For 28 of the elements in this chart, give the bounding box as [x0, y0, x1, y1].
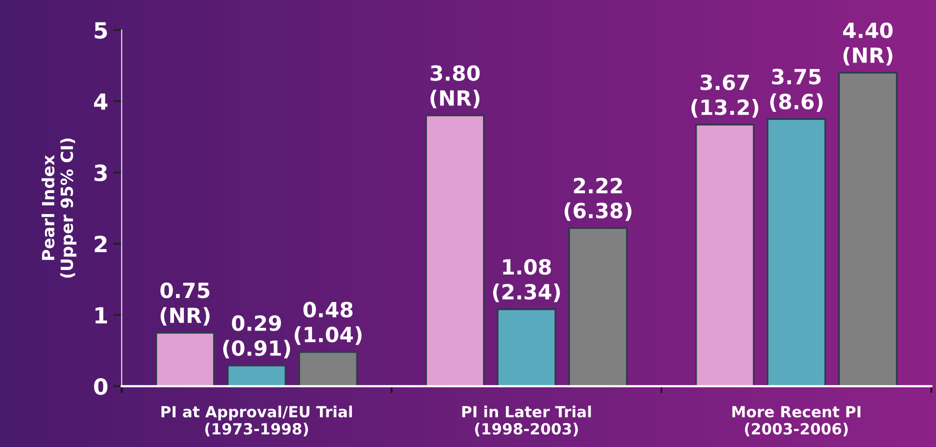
y-axis-title: Pearl Index (Upper 95% CI) [42, 138, 76, 278]
bar [568, 227, 628, 386]
y-tick-label: 2 [94, 236, 107, 252]
y-tick-label: 5 [94, 22, 107, 39]
data-label: 1.08 (2.34) [493, 258, 560, 302]
data-label: 3.80 (NR) [430, 65, 480, 108]
data-label: 4.40 (NR) [843, 22, 893, 66]
bar [496, 308, 556, 386]
data-label: 0.48 (1.04) [294, 302, 362, 345]
bar [155, 332, 215, 386]
data-label: 3.75 (8.6) [770, 68, 823, 112]
x-tick-label: More Recent PI (2003-2006) [732, 406, 860, 436]
bar [695, 124, 755, 386]
x-tick-label: PI in Later Trial (1998-2003) [462, 406, 591, 436]
y-tick-label: 4 [94, 93, 108, 110]
data-label: 0.75 (NR) [160, 282, 210, 326]
y-tick-label: 0 [94, 378, 108, 395]
x-tick-label: PI at Approval/EU Trial (1973-1998) [161, 406, 352, 436]
bar [298, 351, 358, 386]
y-tick-label: 3 [94, 164, 107, 182]
bar [838, 72, 898, 386]
y-tick-label: 1 [96, 307, 107, 324]
data-label: 2.22 (6.38) [564, 178, 632, 221]
bar [425, 114, 485, 386]
bar [226, 364, 286, 386]
bar [766, 118, 826, 386]
data-label: 0.29 (0.91) [223, 315, 290, 358]
data-label: 3.67 (13.2) [691, 74, 758, 118]
